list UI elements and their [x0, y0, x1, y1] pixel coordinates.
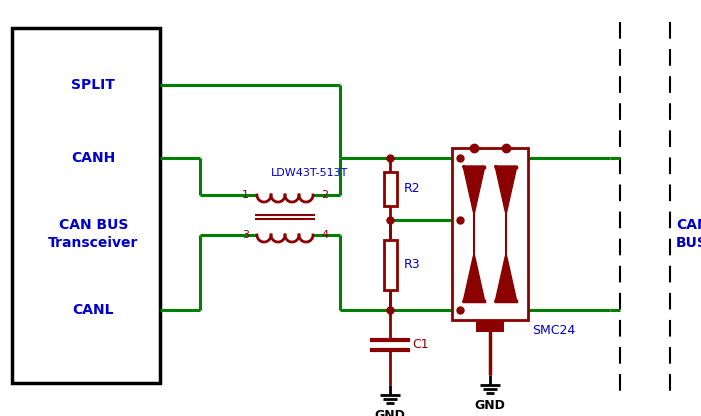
- Bar: [476, 320, 504, 332]
- Text: C1: C1: [412, 339, 428, 352]
- Bar: [452, 148, 528, 320]
- Text: SMC24: SMC24: [532, 324, 576, 337]
- Text: LDW43T-513T: LDW43T-513T: [271, 168, 348, 178]
- Text: 1: 1: [242, 190, 249, 200]
- Text: R3: R3: [404, 258, 421, 272]
- Bar: [383, 240, 397, 290]
- Text: SPLIT: SPLIT: [72, 78, 116, 92]
- Text: R2: R2: [404, 183, 421, 196]
- Polygon shape: [464, 167, 484, 212]
- Text: CAN
BUS: CAN BUS: [676, 218, 701, 250]
- Bar: [383, 172, 397, 206]
- Text: 3: 3: [242, 230, 249, 240]
- Polygon shape: [496, 167, 516, 212]
- Text: GND: GND: [374, 409, 405, 416]
- Text: 4: 4: [321, 230, 328, 240]
- Text: CAN BUS
Transceiver: CAN BUS Transceiver: [48, 218, 139, 250]
- Polygon shape: [464, 256, 484, 301]
- Bar: [12, 28, 160, 383]
- Polygon shape: [496, 256, 516, 301]
- Text: CANH: CANH: [72, 151, 116, 165]
- Text: CANL: CANL: [73, 303, 114, 317]
- Text: GND: GND: [475, 399, 505, 412]
- Text: 2: 2: [321, 190, 328, 200]
